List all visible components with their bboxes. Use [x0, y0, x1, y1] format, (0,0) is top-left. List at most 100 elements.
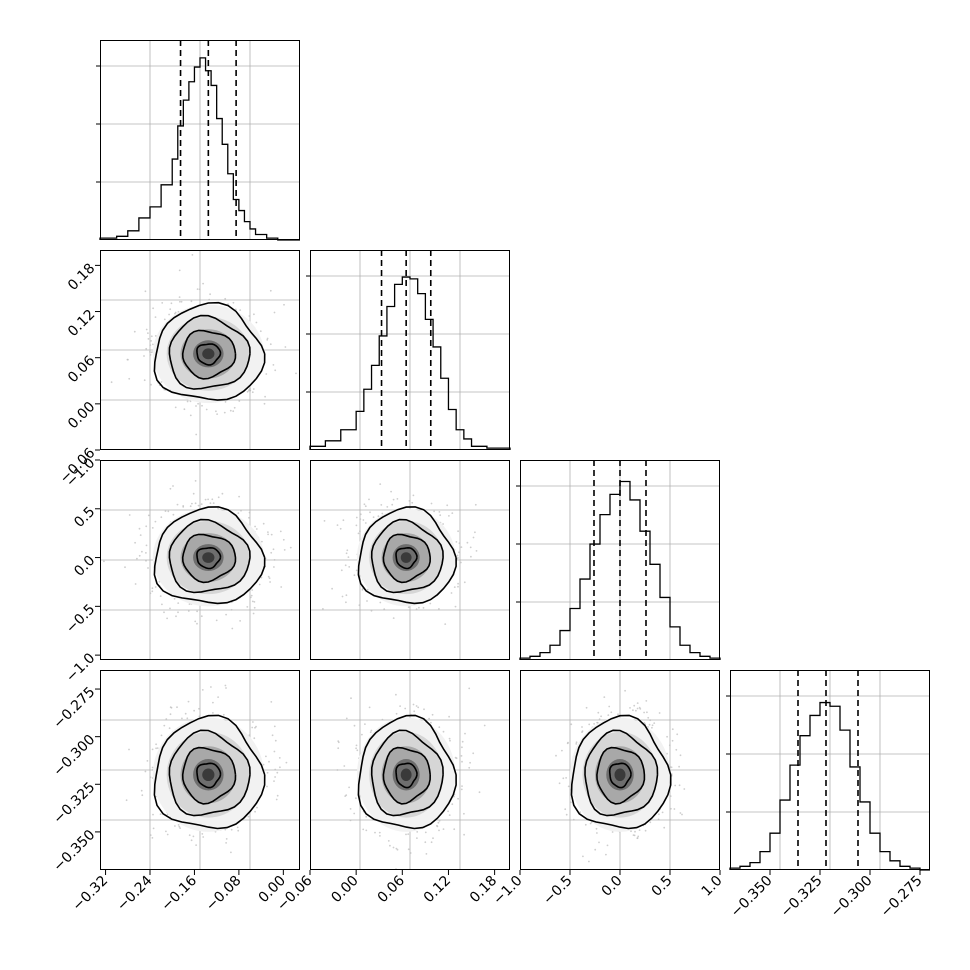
- scatter-point: [225, 842, 228, 844]
- scatter-point: [198, 707, 200, 710]
- scatter-point: [422, 607, 425, 609]
- scatter-point: [415, 608, 418, 611]
- scatter-point: [416, 837, 418, 839]
- scatter-point: [438, 829, 440, 832]
- scatter-point: [195, 433, 198, 436]
- scatter-point: [252, 612, 255, 615]
- scatter-point: [362, 519, 365, 521]
- contour-line-1: [370, 518, 444, 594]
- scatter-point: [177, 824, 180, 826]
- scatter-point: [361, 733, 363, 736]
- scatter-point: [168, 313, 171, 316]
- scatter-point: [448, 737, 451, 740]
- scatter-point: [230, 828, 233, 831]
- contour-line-1: [168, 729, 251, 817]
- scatter-point: [154, 316, 157, 318]
- scatter-point: [364, 723, 366, 725]
- scatter-point: [285, 761, 288, 764]
- scatter-point: [575, 743, 578, 745]
- scatter-point: [147, 332, 149, 334]
- scatter-point: [581, 731, 583, 733]
- scatter-point: [248, 315, 251, 317]
- scatter-point: [155, 747, 158, 750]
- scatter-point: [608, 705, 611, 708]
- scatter-point: [676, 733, 679, 736]
- scatter-point: [230, 608, 233, 611]
- scatter-point: [187, 700, 190, 703]
- scatter-point: [237, 829, 240, 832]
- scatter-point: [200, 615, 203, 618]
- param-1-hist-frame: [310, 250, 510, 450]
- scatter-point: [205, 408, 208, 411]
- y-tick-label: −1.0: [63, 650, 98, 685]
- scatter-point: [377, 515, 380, 518]
- scatter-point: [644, 829, 647, 832]
- scatter-point: [404, 707, 407, 710]
- scatter-point: [438, 511, 441, 513]
- scatter-point: [336, 769, 339, 771]
- scatter-point: [596, 721, 598, 724]
- scatter-point: [596, 832, 598, 834]
- scatter-point: [232, 410, 235, 413]
- x-tick-label: 1.0: [699, 873, 726, 900]
- scatter-point: [444, 623, 447, 625]
- scatter-point: [447, 810, 449, 813]
- scatter-point: [438, 819, 441, 822]
- scatter-point: [636, 707, 639, 710]
- scatter-point: [464, 732, 466, 735]
- scatter-point: [595, 827, 598, 830]
- histogram-step: [99, 57, 300, 241]
- scatter-point: [470, 555, 472, 558]
- scatter-point: [579, 811, 582, 814]
- scatter-point: [215, 619, 218, 622]
- scatter-point: [407, 606, 410, 609]
- scatter-point: [451, 803, 454, 806]
- scatter-point: [144, 770, 147, 773]
- scatter-point: [567, 741, 569, 744]
- scatter-point: [353, 574, 356, 577]
- scatter-point: [224, 401, 227, 403]
- scatter-point: [174, 312, 176, 315]
- scatter-point: [282, 538, 285, 541]
- scatter-point: [198, 715, 201, 718]
- scatter-point: [430, 502, 433, 505]
- scatter-point: [191, 254, 194, 256]
- scatter-point: [679, 754, 682, 757]
- scatter-point: [186, 717, 189, 720]
- scatter-point: [163, 724, 166, 727]
- scatter-point: [483, 724, 486, 727]
- scatter-point: [407, 848, 410, 851]
- scatter-point: [570, 801, 572, 804]
- scatter-point: [379, 601, 382, 604]
- scatter-point: [349, 808, 352, 810]
- scatter-point: [593, 723, 595, 725]
- scatter-point: [323, 520, 326, 522]
- scatter-point: [361, 588, 364, 591]
- scatter-point: [331, 587, 333, 590]
- scatter-point: [637, 835, 640, 838]
- scatter-layer: [322, 483, 478, 625]
- scatter-point: [176, 706, 178, 709]
- scatter-point: [273, 780, 275, 782]
- scatter-point: [355, 797, 357, 800]
- scatter-point: [234, 308, 237, 311]
- scatter-point: [336, 524, 339, 526]
- scatter-point: [670, 807, 672, 810]
- scatter-point: [454, 605, 457, 608]
- scatter-point: [635, 709, 637, 712]
- scatter-point: [133, 330, 136, 333]
- scatter-point: [169, 308, 172, 311]
- scatter-point: [238, 495, 241, 498]
- scatter-point: [681, 813, 683, 816]
- scatter-point: [651, 726, 653, 729]
- scatter-point: [455, 541, 458, 543]
- scatter-point: [597, 711, 600, 714]
- scatter-point: [166, 833, 169, 836]
- scatter-point: [195, 844, 198, 846]
- scatter-point: [155, 743, 158, 746]
- scatter-point: [201, 833, 204, 835]
- y-tick-label: −0.300: [50, 732, 98, 780]
- scatter-point: [442, 523, 444, 525]
- scatter-point: [152, 813, 154, 816]
- scatter-point: [279, 530, 282, 533]
